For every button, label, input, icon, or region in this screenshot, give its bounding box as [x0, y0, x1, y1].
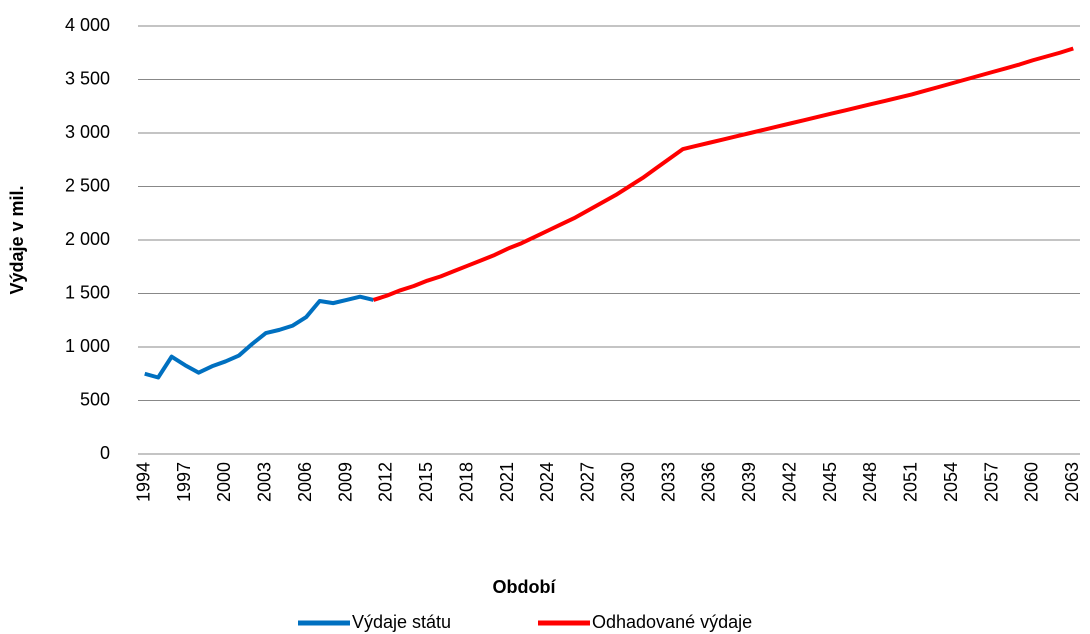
- y-tick-label: 3 000: [65, 122, 110, 142]
- x-tick-label: 2009: [335, 462, 355, 502]
- x-tick-label: 1994: [133, 462, 153, 502]
- x-tick-label: 2030: [618, 462, 638, 502]
- x-tick-label: 2057: [981, 462, 1001, 502]
- x-tick-label: 2000: [214, 462, 234, 502]
- x-tick-label: 1997: [174, 462, 194, 502]
- x-tick-label: 2018: [456, 462, 476, 502]
- x-tick-label: 2033: [658, 462, 678, 502]
- data-line: [144, 294, 374, 380]
- x-tick-label: 2042: [779, 462, 799, 502]
- legend-label: Odhadované výdaje: [592, 612, 752, 632]
- legend-label: Výdaje státu: [352, 612, 451, 632]
- x-tick-label: 2027: [578, 462, 598, 502]
- x-tick-label: 2012: [376, 462, 396, 502]
- y-axis-title: Výdaje v mil.: [7, 185, 27, 294]
- y-tick-label: 1 000: [65, 336, 110, 356]
- x-tick-label: 2036: [699, 462, 719, 502]
- y-tick-label: 0: [100, 443, 110, 463]
- y-tick-label: 1 500: [65, 282, 110, 302]
- y-tick-label: 500: [80, 389, 110, 409]
- x-tick-label: 2021: [497, 462, 517, 502]
- x-tick-label: 2045: [820, 462, 840, 502]
- x-tick-label: 2063: [1062, 462, 1082, 502]
- x-axis-title: Období: [493, 577, 557, 597]
- y-tick-label: 2 500: [65, 175, 110, 195]
- data-line: [372, 46, 1074, 302]
- x-tick-label: 2051: [901, 462, 921, 502]
- x-tick-label: 2003: [255, 462, 275, 502]
- x-tick-label: 2060: [1022, 462, 1042, 502]
- x-tick-label: 2024: [537, 462, 557, 502]
- y-tick-label: 2 000: [65, 229, 110, 249]
- x-tick-label: 2039: [739, 462, 759, 502]
- x-tick-label: 2054: [941, 462, 961, 502]
- x-tick-label: 2006: [295, 462, 315, 502]
- y-tick-label: 3 500: [65, 68, 110, 88]
- y-tick-label: 4 000: [65, 15, 110, 35]
- x-tick-label: 2048: [860, 462, 880, 502]
- x-tick-label: 2015: [416, 462, 436, 502]
